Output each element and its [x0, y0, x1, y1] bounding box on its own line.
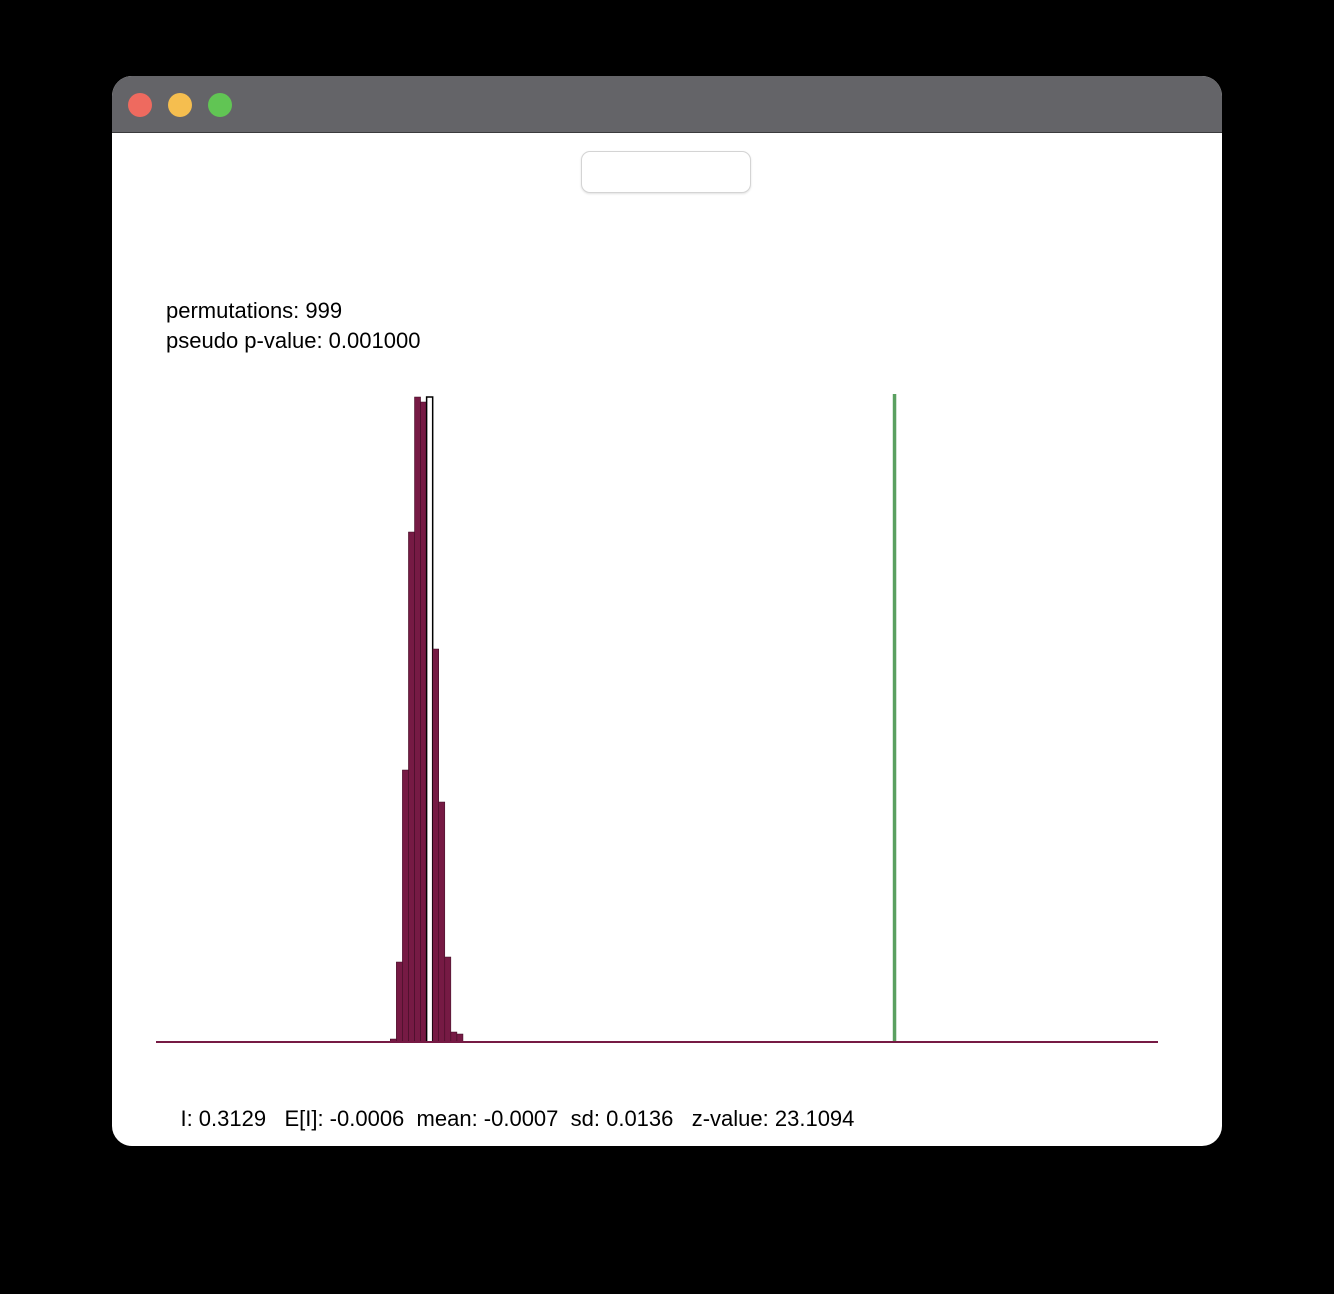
mean-text: mean: -0.0007: [416, 1106, 559, 1131]
histogram-bar: [402, 769, 409, 1043]
histogram-bar-highlighted: [425, 396, 434, 1043]
histogram-bar: [450, 1031, 458, 1043]
i-value-text: I: 0.3129: [180, 1106, 267, 1131]
permutations-text: permutations: 999: [166, 298, 343, 323]
histogram-bar: [444, 956, 452, 1043]
histogram-bars: [390, 396, 464, 1043]
histogram-bar: [420, 401, 427, 1043]
histogram-bar: [438, 801, 446, 1043]
histogram-bar: [432, 648, 439, 1043]
app-window: permutations: 999 pseudo p-value: 0.0010…: [112, 76, 1222, 1146]
summary-statistics: I: 0.3129 E[I]: -0.0006 mean: -0.0007 sd…: [156, 1080, 854, 1146]
minimize-window-button[interactable]: [168, 93, 192, 117]
histogram-bar: [456, 1033, 464, 1043]
title-bar: [112, 76, 1222, 133]
z-value-text: z-value: 23.1094: [691, 1106, 855, 1131]
expected-i-text: E[I]: -0.0006: [284, 1106, 405, 1131]
histogram-bar: [408, 531, 415, 1043]
sd-text: sd: 0.0136: [570, 1106, 674, 1131]
histogram-bar: [396, 961, 403, 1043]
pseudo-p-value-text: pseudo p-value: 0.001000: [166, 328, 421, 353]
zoom-window-button[interactable]: [208, 93, 232, 117]
permutation-histogram: [156, 394, 1158, 1043]
toolbar-button[interactable]: [581, 151, 751, 193]
histogram-bar: [414, 396, 421, 1043]
close-window-button[interactable]: [128, 93, 152, 117]
